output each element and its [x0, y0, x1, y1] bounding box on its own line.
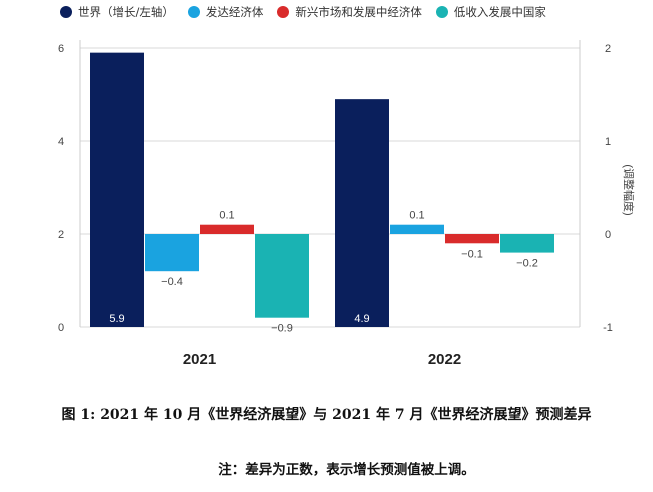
legend-dot-advanced	[187, 6, 200, 18]
bar	[390, 224, 444, 234]
figure-note: 注：差异为正数，表示增长预测值被上调。	[218, 462, 475, 478]
right-tick-label: 1	[605, 136, 611, 148]
bar	[145, 234, 199, 272]
legend-dot-world	[60, 6, 72, 18]
bar	[255, 234, 309, 318]
data-label: −0.9	[271, 323, 293, 335]
legend-item-advanced: 发达经济体	[187, 4, 264, 20]
left-tick-label: 6	[58, 43, 64, 55]
right-tick-label: 2	[605, 43, 611, 55]
legend-item-world: 世界（增长/左轴）	[60, 4, 174, 20]
bar	[90, 52, 144, 328]
data-label: 5.9	[109, 313, 124, 325]
legend: 世界（增长/左轴） 发达经济体 新兴市场和发展中经济体 低收入发展中国家	[60, 4, 546, 20]
chart: 世界（增长/左轴） 发达经济体 新兴市场和发展中经济体 低收入发展中国家 0 2 4…	[58, 4, 636, 368]
legend-dot-emerging	[277, 6, 290, 18]
legend-label-world: 世界（增长/左轴）	[78, 5, 174, 19]
right-tick-label: 0	[605, 229, 611, 241]
legend-label-advanced: 发达经济体	[205, 5, 264, 19]
data-label: −0.2	[516, 258, 538, 270]
legend-item-low-income: 低收入发展中国家	[435, 4, 546, 20]
chart-svg: 0 2 4 6 -1 0 1 2 (调整幅度) 5.9 −0.4 0.1 −0.9 2021 4.9 0.1 −…	[58, 40, 636, 368]
legend-label-low-income: 低收入发展中国家	[453, 5, 546, 19]
figure-caption: 图 1: 2021 年 10 月《世界经济展望》与 2021 年 7 月《世界经…	[61, 407, 592, 423]
right-tick-label: -1	[603, 322, 613, 334]
bar	[445, 234, 499, 244]
bar	[335, 99, 389, 328]
data-label: 0.1	[409, 210, 424, 222]
bar	[500, 234, 554, 253]
data-label: 4.9	[354, 313, 369, 325]
data-label: −0.4	[161, 276, 183, 288]
category-label: 2022	[428, 351, 461, 368]
left-tick-label: 2	[58, 229, 64, 241]
legend-label-emerging: 新兴市场和发展中经济体	[295, 5, 422, 19]
legend-dot-low-income	[435, 6, 448, 18]
left-tick-label: 4	[58, 136, 64, 148]
data-label: −0.1	[461, 248, 483, 260]
bar	[200, 224, 254, 234]
data-label: 0.1	[219, 210, 234, 222]
left-tick-label: 0	[58, 322, 64, 334]
category-label: 2021	[183, 351, 216, 368]
legend-item-emerging: 新兴市场和发展中经济体	[277, 4, 422, 20]
right-axis-title: (调整幅度)	[622, 164, 636, 215]
